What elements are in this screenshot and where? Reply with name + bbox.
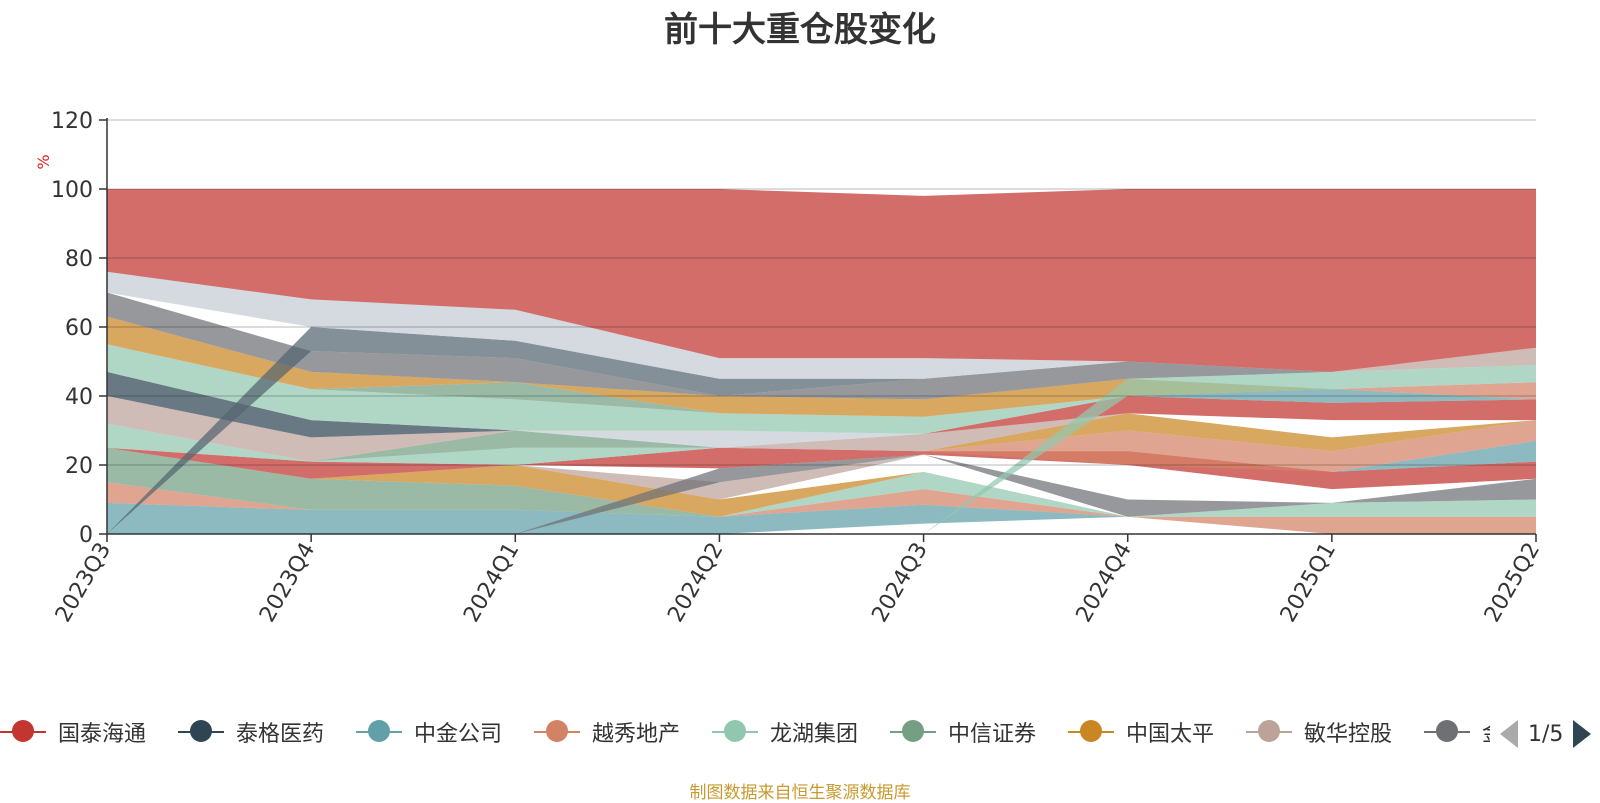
legend-dot (546, 720, 568, 742)
y-tick-label: 120 (51, 109, 93, 134)
y-tick-label: 40 (65, 385, 93, 410)
x-tick-label: 2025Q1 (1276, 539, 1341, 627)
legend-label: 金 (1482, 716, 1490, 748)
area-band-4 (107, 465, 1536, 534)
area-band-0 (107, 499, 1536, 534)
legend-item[interactable]: 中国太平 (1068, 712, 1214, 752)
legend-line (356, 720, 402, 742)
area-band-1 (107, 482, 1536, 534)
area-band-24 (107, 292, 1536, 400)
legend-line (712, 720, 758, 742)
legend-item[interactable]: 中信证券 (890, 712, 1036, 752)
legend-line (534, 720, 580, 742)
x-tick-label: 2024Q1 (459, 539, 524, 627)
area-band-17 (107, 344, 1536, 434)
area-band-11 (107, 413, 1536, 465)
area-band-26 (107, 271, 1536, 379)
pager-next-icon[interactable] (1573, 720, 1592, 748)
pager-prev-icon[interactable] (1500, 720, 1518, 748)
legend-dot (724, 720, 746, 742)
area-band-23 (107, 347, 1536, 534)
area-band-15 (107, 413, 1536, 534)
legend-dot (1080, 720, 1102, 742)
legend-line (178, 720, 224, 742)
area-band-12 (107, 413, 1536, 534)
legend-line (1246, 720, 1292, 742)
x-tick-label: 2024Q4 (1072, 539, 1137, 627)
x-tick-label: 2025Q2 (1480, 539, 1545, 627)
legend-dot (190, 720, 212, 742)
legend-line (1068, 720, 1114, 742)
legend-item[interactable]: 龙湖集团 (712, 712, 858, 752)
x-tick-label: 2023Q3 (51, 539, 116, 627)
legend-item[interactable]: 国泰海通 (0, 712, 146, 752)
legend-label: 泰格医药 (236, 722, 325, 747)
legend: 国泰海通 泰格医药 中金公司 越秀地产 龙湖集团 中信证券 中国太平 敏华控股 金 (0, 712, 1490, 752)
source-note: 制图数据来自恒生聚源数据库 (689, 783, 911, 803)
legend-label: 中金公司 (414, 722, 503, 747)
area-band-9 (107, 420, 1536, 534)
area-band-2 (107, 447, 1536, 517)
x-tick-label: 2024Q2 (663, 539, 728, 627)
legend-line (0, 720, 46, 742)
y-tick-label: 20 (65, 454, 93, 479)
legend-dot (368, 720, 390, 742)
chart-title: 前十大重仓股变化 (664, 10, 936, 50)
legend-item[interactable]: 敏华控股 (1246, 712, 1392, 752)
y-tick-label: 60 (65, 316, 93, 341)
x-tick-label: 2024Q3 (867, 539, 932, 627)
legend-dot (902, 720, 924, 742)
legend-label: 中国太平 (1126, 722, 1215, 747)
y-tick-label: 100 (51, 178, 93, 203)
x-tick-label: 2023Q4 (255, 539, 320, 627)
legend-item[interactable]: 金 (1424, 712, 1490, 752)
legend-item[interactable]: 泰格医药 (178, 712, 324, 752)
legend-dot (1258, 720, 1280, 742)
area-band-14 (107, 371, 1536, 448)
area-band-22 (107, 365, 1536, 534)
area-band-13 (107, 396, 1536, 462)
legend-line (890, 720, 936, 742)
legend-label: 龙湖集团 (770, 722, 859, 747)
legend-dot (12, 720, 34, 742)
area-band-5 (107, 454, 1536, 534)
y-tick-label: 0 (79, 523, 93, 548)
legend-label: 中信证券 (948, 722, 1037, 747)
area-band-27 (107, 189, 1536, 372)
legend-line (1424, 720, 1470, 742)
legend-label: 国泰海通 (58, 722, 147, 747)
y-axis-label: % (34, 154, 53, 169)
legend-label: 越秀地产 (592, 722, 681, 747)
y-tick-label: 80 (65, 247, 93, 272)
legend-dot (1436, 720, 1458, 742)
area-band-16 (107, 396, 1536, 534)
legend-label: 敏华控股 (1304, 722, 1393, 747)
pager-text: 1/5 (1528, 721, 1564, 747)
legend-item[interactable]: 越秀地产 (534, 712, 680, 752)
legend-item[interactable]: 中金公司 (356, 712, 502, 752)
legend-pager: 1/5 (1500, 716, 1592, 752)
